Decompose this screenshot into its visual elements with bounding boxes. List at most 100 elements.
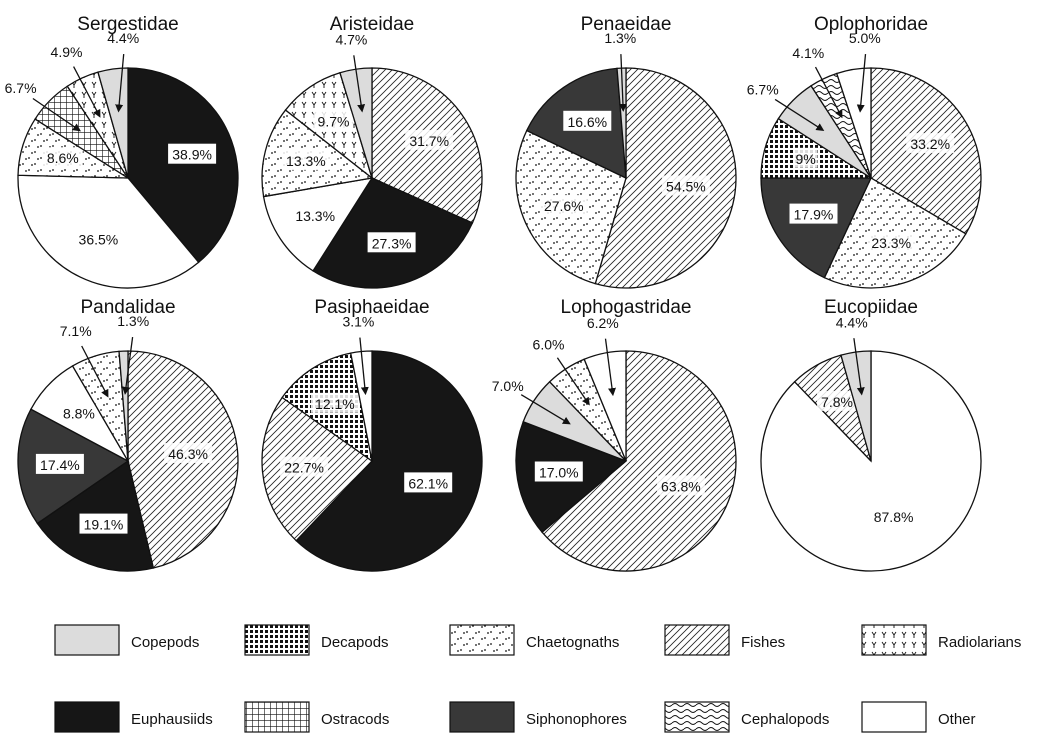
slice-label-bg-oplophoridae-1 (867, 232, 916, 253)
pies-layer: Sergestidae 38.9% 36.5% 8.6% 6.7% 4.9% 4.4% Ari… (5, 14, 982, 572)
pie-slice-lophogastridae-fishes (541, 350, 737, 572)
slice-label-bg-pandalidae-2 (35, 453, 84, 474)
slice-arrow-pasiphaeidae-3 (359, 337, 369, 396)
pie-slice-oplophoridae-other (835, 67, 872, 179)
slice-arrow-oplophoridae-4 (774, 98, 825, 131)
slice-label-bg-pasiphaeidae-1 (280, 456, 329, 477)
slice-label-bg-aristeidae-0 (405, 129, 454, 150)
pie-title-pasiphaeidae: Pasiphaeidae (314, 297, 429, 318)
slice-label-bg-sergestidae-2 (42, 147, 83, 168)
slice-label-sergestidae-1: 36.5% (79, 231, 119, 247)
pie-title-aristeidae: Aristeidae (330, 14, 415, 35)
slice-arrow-oplophoridae-6 (856, 54, 867, 113)
slice-label-bg-penaeidae-0 (661, 175, 710, 196)
pie-title-pandalidae: Pandalidae (80, 297, 175, 318)
slice-label-aristeidae-4: 9.7% (318, 114, 350, 130)
pie-title-lophogastridae: Lophogastridae (561, 297, 692, 318)
legend-swatch-ostracods (244, 701, 310, 733)
pie-lophogastridae: Lophogastridae 63.8% 17.0% 7.0% 6.0% 6.2% (492, 297, 737, 572)
slice-label-pandalidae-3: 8.8% (63, 406, 95, 422)
legend-label-fishes: Fishes (741, 634, 785, 651)
slice-label-bg-lophogastridae-1 (534, 461, 583, 482)
pie-aristeidae: Aristeidae 31.7% 27.3% 13.3% 13.3% 9.7% 4.7% (261, 14, 483, 289)
slice-label-sergestidae-2: 8.6% (47, 150, 79, 166)
pie-slice-pandalidae-copepods (118, 350, 129, 462)
slice-label-pasiphaeidae-1: 22.7% (284, 460, 324, 476)
slice-arrow-penaeidae-3 (618, 54, 627, 112)
legend-label-other: Other (938, 711, 976, 728)
slice-label-bg-oplophoridae-0 (906, 133, 955, 154)
slice-label-bg-oplophoridae-2 (789, 203, 838, 224)
slice-label-pandalidae-1: 19.1% (84, 517, 124, 533)
pie-title-sergestidae: Sergestidae (77, 14, 178, 35)
legend-swatch-chaetognaths (449, 624, 515, 656)
slice-arrow-sergestidae-5 (115, 54, 125, 113)
slice-label-pandalidae-2: 17.4% (40, 457, 80, 473)
slice-label-sergestidae-0: 38.9% (172, 147, 212, 163)
slice-arrow-pandalidae-5 (122, 337, 134, 395)
legend-swatch-decapods (244, 624, 310, 656)
slice-label-sergestidae-4: 4.9% (51, 44, 83, 60)
slice-label-oplophoridae-5: 4.1% (792, 45, 824, 61)
slice-label-bg-pandalidae-0 (164, 443, 213, 463)
legend-label-decapods: Decapods (321, 634, 389, 651)
slice-label-aristeidae-3: 13.3% (286, 153, 326, 169)
pie-title-penaeidae: Penaeidae (581, 14, 672, 35)
slice-label-bg-penaeidae-2 (563, 110, 612, 131)
pie-title-eucopiidae: Eucopiidae (824, 297, 918, 318)
slice-arrow-eucopiidae-2 (853, 338, 865, 396)
legend-swatch-cephalopods (664, 701, 730, 733)
slice-label-oplophoridae-3: 9% (795, 151, 815, 167)
pie-oplophoridae: Oplophoridae 33.2% 23.3% 17.9% 9% 6.7% 4.1% 5.0… (747, 14, 982, 289)
slice-label-bg-pasiphaeidae-2 (310, 392, 359, 413)
pie-slice-oplophoridae-siphonophores (760, 177, 873, 279)
slice-label-oplophoridae-0: 33.2% (910, 136, 950, 152)
slice-label-eucopiidae-2: 4.4% (836, 314, 868, 330)
slice-label-bg-sergestidae-0 (168, 143, 217, 164)
legend-swatch-siphonophores (449, 701, 515, 733)
slice-label-sergestidae-3: 6.7% (5, 80, 37, 96)
slice-label-pasiphaeidae-0: 62.1% (408, 475, 448, 491)
slice-label-aristeidae-5: 4.7% (335, 32, 367, 48)
legend-swatch-copepods (54, 624, 120, 656)
legend-label-radiolarians: Radiolarians (938, 634, 1021, 651)
slice-label-penaeidae-2: 16.6% (567, 114, 607, 130)
pie-slice-pasiphaeidae-euphausiids (295, 350, 483, 572)
slice-label-sergestidae-5: 4.4% (107, 30, 139, 46)
slice-label-oplophoridae-6: 5.0% (849, 30, 881, 46)
pie-eucopiidae: Eucopiidae 87.8% 7.8% 4.4% (760, 297, 982, 572)
legend: Copepods Decapods Chaetognaths Fishes Radiol… (54, 624, 1021, 733)
slice-label-bg-eucopiidae-0 (869, 506, 918, 527)
pie-title-oplophoridae: Oplophoridae (814, 14, 928, 35)
slice-label-oplophoridae-4: 6.7% (747, 81, 779, 97)
slice-arrow-lophogastridae-2 (520, 394, 571, 425)
slice-label-eucopiidae-0: 87.8% (874, 509, 914, 525)
slice-label-bg-eucopiidae-1 (817, 390, 857, 411)
pie-penaeidae: Penaeidae 54.5% 27.6% 16.6% 1.3% (515, 14, 737, 289)
slice-label-penaeidae-3: 1.3% (604, 30, 636, 46)
slice-label-aristeidae-0: 31.7% (409, 133, 449, 149)
slice-label-bg-aristeidae-4 (313, 110, 354, 131)
slice-label-pandalidae-4: 7.1% (60, 323, 92, 339)
slice-label-bg-lophogastridae-0 (656, 475, 705, 496)
slice-label-bg-pandalidae-1 (79, 513, 128, 534)
legend-label-euphausiids: Euphausiids (131, 711, 213, 728)
slice-label-bg-oplophoridae-3 (793, 147, 818, 168)
slice-arrow-lophogastridae-4 (604, 338, 616, 397)
slice-label-lophogastridae-3: 6.0% (533, 336, 565, 352)
legend-swatch-other (861, 701, 927, 733)
slice-label-bg-pasiphaeidae-0 (404, 472, 453, 493)
legend-swatch-fishes (664, 624, 730, 656)
slice-label-bg-aristeidae-2 (291, 204, 340, 225)
slice-label-lophogastridae-4: 6.2% (587, 315, 619, 331)
slice-label-bg-aristeidae-1 (367, 232, 416, 253)
slice-label-bg-penaeidae-1 (539, 194, 588, 215)
slice-label-pasiphaeidae-2: 12.1% (315, 396, 355, 412)
slice-label-oplophoridae-2: 17.9% (794, 207, 834, 223)
legend-label-copepods: Copepods (131, 634, 199, 651)
slice-label-bg-sergestidae-1 (74, 228, 123, 249)
slice-label-eucopiidae-1: 7.8% (821, 394, 853, 410)
slice-label-bg-pandalidae-3 (58, 402, 99, 423)
slice-label-lophogastridae-0: 63.8% (661, 478, 701, 494)
